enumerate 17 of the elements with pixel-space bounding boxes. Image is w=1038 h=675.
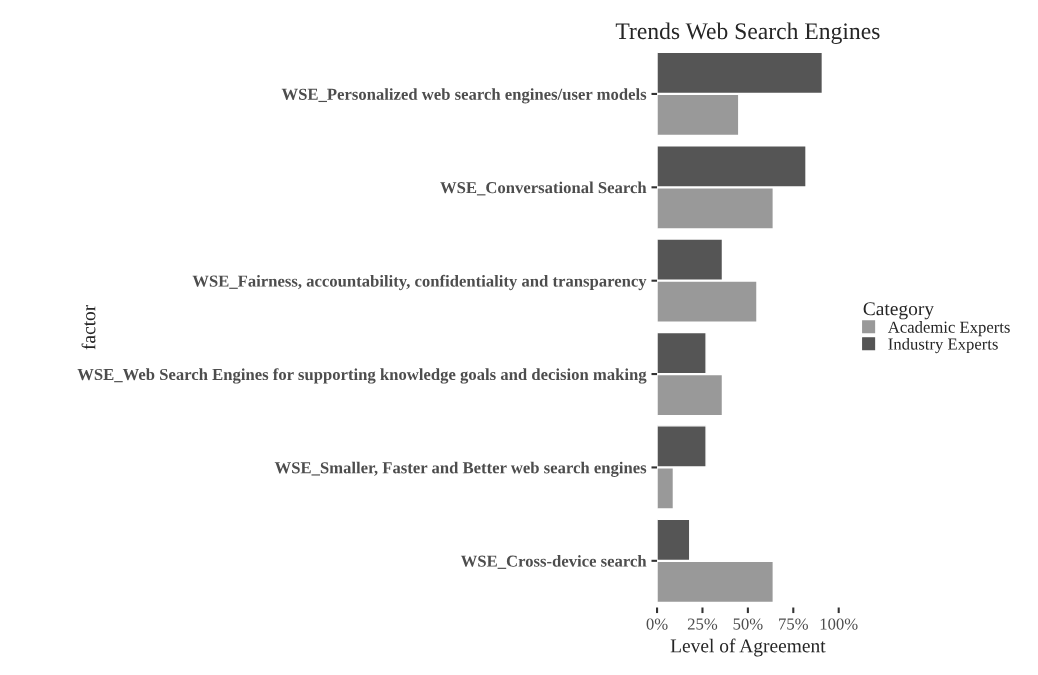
- x-tick-label: 75%: [779, 618, 808, 630]
- legend-label: Industry Experts: [888, 337, 998, 354]
- y-tick-label: WSE_Web Search Engines for supporting knowledge goals and decision making: [77, 368, 647, 384]
- y-tick-label: WSE_Cross-device search: [460, 555, 647, 569]
- y-tick-label: WSE_Personalized web search engines/user models: [281, 88, 647, 104]
- y-tick-label: WSE_Smaller, Faster and Better web search engines: [274, 461, 647, 477]
- x-tick-label: 50%: [733, 618, 763, 630]
- chart-title: Trends Web Search Engines: [615, 22, 880, 45]
- x-axis-title: Level of Agreement: [670, 638, 826, 657]
- x-tick-label: 25%: [687, 618, 718, 630]
- legend-label: Academic Experts: [887, 321, 1010, 337]
- x-tick-label: 100%: [820, 618, 858, 630]
- y-tick-label: WSE_Fairness, accountability, confidentiality and transparency: [192, 274, 647, 291]
- legend-title: Category: [863, 302, 934, 320]
- x-tick-label: 0%: [646, 618, 668, 630]
- y-axis-title: factor: [81, 304, 96, 350]
- y-tick-label: WSE_Conversational Search: [440, 181, 647, 196]
